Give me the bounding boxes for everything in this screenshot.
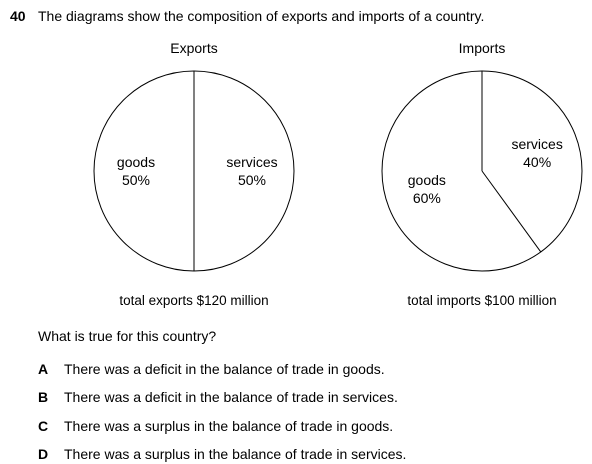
question-prompt: What is true for this country?	[38, 328, 217, 344]
option-c-text[interactable]: There was a surplus in the balance of tr…	[64, 418, 394, 434]
imports-slice-goods-label: goods	[408, 172, 446, 188]
imports-slice-goods-value: 60%	[413, 190, 441, 206]
option-d-letter: D	[38, 446, 49, 462]
exports-slice-goods-label: goods	[117, 154, 155, 170]
option-b-text[interactable]: There was a deficit in the balance of tr…	[64, 389, 398, 405]
option-a-text[interactable]: There was a deficit in the balance of tr…	[64, 361, 385, 377]
question-number: 40	[10, 8, 26, 24]
exports-total-label: total exports $120 million	[119, 293, 269, 308]
exports-chart-title: Exports	[170, 40, 218, 56]
option-a-letter: A	[38, 361, 49, 377]
exports-slice-services-value: 50%	[238, 172, 266, 188]
imports-chart-title: Imports	[458, 40, 506, 56]
option-c-letter: C	[38, 418, 49, 434]
imports-slice-goods-boundary	[481, 170, 542, 253]
imports-slice-services-value: 40%	[523, 154, 551, 170]
exports-slice-services-label: services	[226, 154, 277, 170]
option-b-letter: B	[38, 389, 49, 405]
option-d-text[interactable]: There was a surplus in the balance of tr…	[64, 446, 407, 462]
imports-total-label: total imports $100 million	[407, 293, 557, 308]
exports-slice-goods-value: 50%	[122, 172, 150, 188]
imports-slice-services-label: services	[511, 136, 562, 152]
question-stem: The diagrams show the composition of exp…	[38, 8, 485, 24]
